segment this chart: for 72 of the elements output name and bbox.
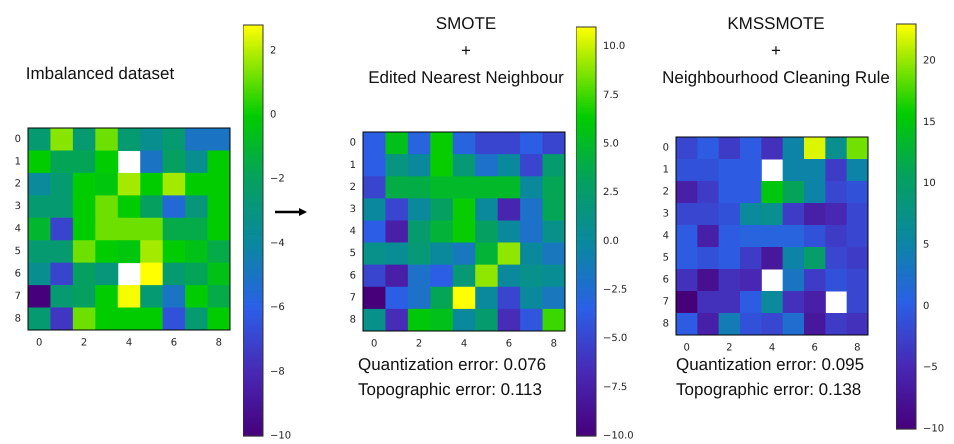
color-bar-label: −10 <box>270 430 292 442</box>
color-bar-label: 10 <box>923 178 936 190</box>
y-tick-label: 8 <box>14 313 21 324</box>
chart-title: Imbalanced dataset <box>24 63 176 85</box>
color-bar-label: −6 <box>270 302 285 314</box>
x-tick-label: 4 <box>460 338 468 350</box>
y-tick-label: 5 <box>350 248 356 260</box>
x-tick-label: 4 <box>768 342 776 354</box>
color-bar-label: −8 <box>270 366 285 378</box>
color-bar-label: 0.0 <box>603 236 619 247</box>
x-tick-label: 6 <box>506 338 512 350</box>
y-tick-label: 4 <box>662 230 669 242</box>
y-tick-label: 2 <box>14 178 21 190</box>
x-tick-label: 8 <box>216 338 222 349</box>
x-tick-label: 8 <box>550 338 557 350</box>
y-tick-label: 0 <box>662 142 669 154</box>
color-bar-label: −2 <box>270 174 285 185</box>
y-tick-label: 5 <box>14 246 21 258</box>
y-tick-label: 1 <box>14 156 21 168</box>
color-bar-label: 2.5 <box>603 187 619 198</box>
color-bar-label: −5.0 <box>603 333 628 344</box>
y-tick-label: 8 <box>350 314 356 326</box>
x-tick-label: 0 <box>683 342 690 354</box>
x-tick-label: 4 <box>126 338 132 349</box>
color-bar-label: −5 <box>923 362 938 374</box>
y-tick-label: 7 <box>662 296 669 308</box>
color-bar-label: 20 <box>923 55 936 66</box>
color-bar-label: −10 <box>923 424 944 435</box>
y-tick-label: 1 <box>662 164 669 176</box>
y-tick-label: 2 <box>662 186 669 198</box>
x-tick-label: 0 <box>371 338 378 350</box>
color-bar-label: 2 <box>270 45 276 56</box>
y-tick-label: 6 <box>14 268 21 280</box>
y-tick-label: 1 <box>350 160 356 171</box>
y-tick-label: 0 <box>350 138 356 149</box>
y-tick-label: 6 <box>662 274 669 286</box>
y-tick-label: 6 <box>350 270 356 282</box>
chart-title: SMOTE + Edited Nearest Neighbour <box>367 13 565 89</box>
y-tick-label: 2 <box>350 182 356 193</box>
x-tick-label: 6 <box>170 338 178 349</box>
color-bar-label: −4 <box>270 238 285 249</box>
y-tick-label: 3 <box>350 204 356 215</box>
color-bar-label: 0 <box>923 300 930 312</box>
y-tick-label: 0 <box>14 134 21 145</box>
y-tick-label: 7 <box>14 290 21 302</box>
y-tick-label: 3 <box>662 208 669 220</box>
x-tick-label: 2 <box>80 338 88 349</box>
text: Quantization error: 0.076 <box>358 355 546 375</box>
y-tick-label: 4 <box>350 226 356 238</box>
color-bar-label: 5.0 <box>603 138 619 150</box>
color-bar-label: 5 <box>923 240 930 251</box>
color-bar-label: 7.5 <box>603 90 619 101</box>
y-tick-label: 5 <box>662 252 669 264</box>
x-tick-label: 6 <box>811 342 818 354</box>
color-bar-label: 0 <box>270 110 276 120</box>
y-tick-label: 8 <box>662 318 669 330</box>
y-tick-label: 7 <box>350 292 356 304</box>
x-tick-label: 0 <box>36 338 42 349</box>
text: Topographic error: 0.138 <box>676 380 862 400</box>
x-tick-label: 2 <box>726 342 733 354</box>
y-tick-label: 3 <box>14 201 21 212</box>
text: Topographic error: 0.113 <box>358 380 542 400</box>
color-bar-label: −10.0 <box>603 430 634 442</box>
y-tick-label: 4 <box>14 224 21 235</box>
x-tick-label: 2 <box>416 338 422 350</box>
x-tick-label: 8 <box>854 342 861 354</box>
chart-title: KMSSMOTE + Neighbourhood Cleaning Rule <box>661 13 891 89</box>
color-bar-label: −7.5 <box>603 382 628 393</box>
color-bar-label: 10.0 <box>603 41 626 52</box>
color-bar-label: −2.5 <box>603 284 628 296</box>
text: Quantization error: 0.095 <box>676 355 864 375</box>
color-bar-label: 15 <box>923 116 936 128</box>
